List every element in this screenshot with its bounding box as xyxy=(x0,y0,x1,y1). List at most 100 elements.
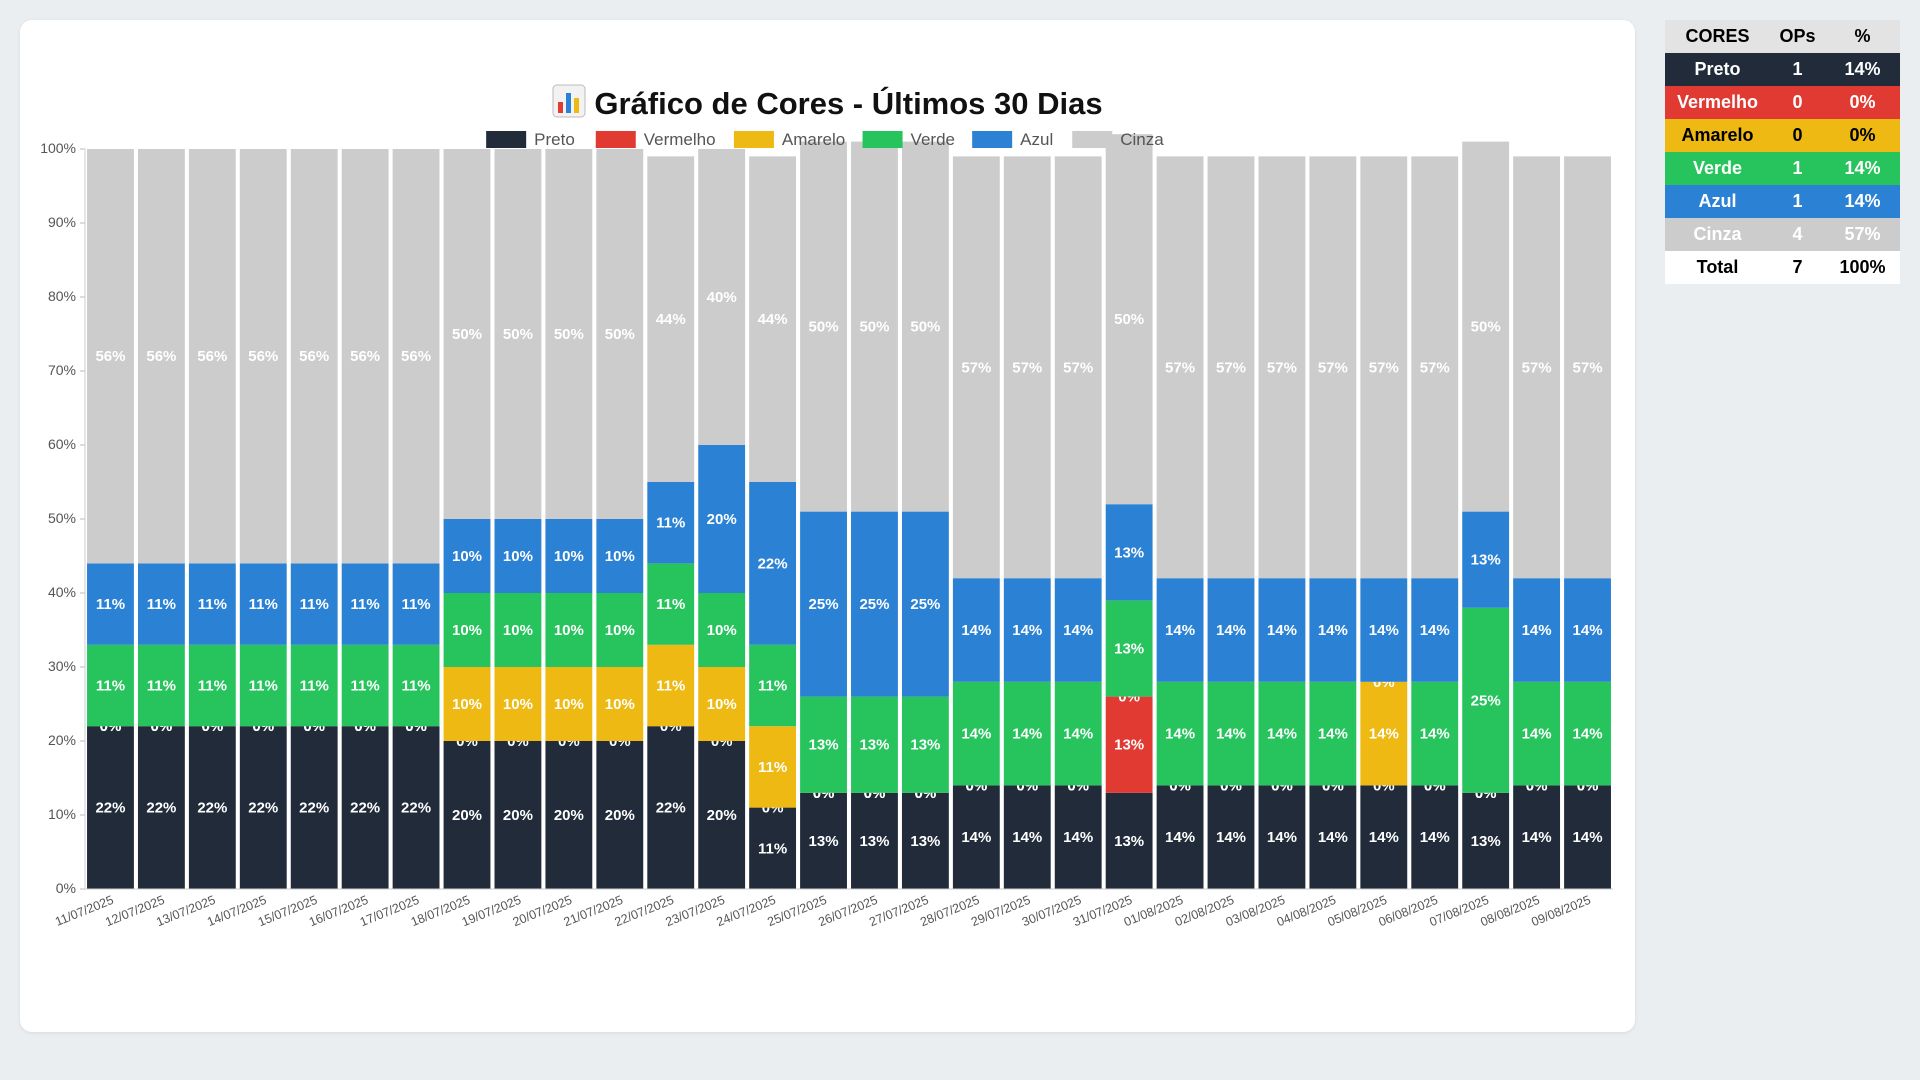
bar-segment-azul xyxy=(1360,578,1408,682)
data-label: 56% xyxy=(299,348,329,365)
data-label: 50% xyxy=(554,326,584,343)
data-label: 57% xyxy=(1012,359,1042,376)
data-label: 14% xyxy=(1165,829,1195,846)
data-label: 22% xyxy=(248,800,278,817)
summary-total-label: Total xyxy=(1665,251,1770,284)
bar-segment-cinza xyxy=(137,149,185,564)
data-label: 57% xyxy=(1165,359,1195,376)
bar-segment-azul xyxy=(1156,578,1204,682)
data-label: 14% xyxy=(1216,622,1246,639)
data-label: 13% xyxy=(809,737,839,754)
summary-color-name: Amarelo xyxy=(1665,119,1770,152)
data-label: 10% xyxy=(452,696,482,713)
bar-segment-preto xyxy=(1003,785,1051,889)
data-label: 44% xyxy=(758,311,788,328)
y-axis-tick-label: 40% xyxy=(48,584,76,600)
bar-segment-azul xyxy=(647,482,695,564)
summary-row: Verde 1 14% xyxy=(1665,152,1900,185)
data-label: 44% xyxy=(656,311,686,328)
data-label: 11% xyxy=(249,596,278,613)
bar-segment-verde xyxy=(1156,681,1204,786)
data-label: 14% xyxy=(1318,726,1348,743)
bar-segment-verde xyxy=(647,563,695,645)
bar-segment-verde xyxy=(1054,681,1102,786)
data-label: 57% xyxy=(1063,359,1093,376)
data-label: 50% xyxy=(910,319,940,336)
data-label: 11% xyxy=(401,678,430,695)
bar-segment-verde xyxy=(239,644,287,727)
data-label: 57% xyxy=(1216,359,1246,376)
data-label: 14% xyxy=(961,726,991,743)
bar-segment-cinza xyxy=(1411,156,1459,579)
data-label: 13% xyxy=(1114,641,1144,658)
bar-segment-preto xyxy=(239,726,287,889)
bar-segment-cinza xyxy=(952,156,1000,579)
summary-ops: 1 xyxy=(1770,152,1825,185)
data-label: 50% xyxy=(1114,311,1144,328)
bar-segment-preto xyxy=(1258,785,1306,889)
bar-segment-preto xyxy=(1054,785,1102,889)
data-label: 11% xyxy=(401,596,430,613)
data-label: 11% xyxy=(758,678,787,695)
bar-segment-verde xyxy=(1462,607,1510,793)
bar-segment-cinza xyxy=(1564,156,1611,579)
bar-segment-azul xyxy=(851,511,898,697)
bar-segment-verde xyxy=(1207,681,1255,786)
bar-segment-amarelo xyxy=(596,667,644,741)
data-label: 20% xyxy=(707,807,737,824)
data-label: 10% xyxy=(554,622,584,639)
bar-segment-cinza xyxy=(1105,134,1153,505)
y-axis-tick-label: 10% xyxy=(48,806,76,822)
bar-segment-cinza xyxy=(851,141,898,512)
bar-segment-cinza xyxy=(239,149,287,564)
bar-segment-verde xyxy=(392,644,440,727)
data-label: 13% xyxy=(910,833,940,850)
bar-segment-amarelo xyxy=(749,726,797,808)
bar-segment-verde xyxy=(1309,681,1357,786)
data-label: 14% xyxy=(1369,829,1399,846)
bar-segment-amarelo xyxy=(494,667,542,741)
y-axis-tick-label: 60% xyxy=(48,436,76,452)
bar-segment-azul xyxy=(698,445,746,593)
data-label: 11% xyxy=(249,678,278,695)
data-label: 22% xyxy=(656,800,686,817)
bar-segment-cinza xyxy=(647,156,695,482)
summary-header-row: CORES OPs % xyxy=(1665,20,1900,53)
y-axis-tick-label: 90% xyxy=(48,214,76,230)
bar-segment-azul xyxy=(1054,578,1102,682)
y-axis-tick-label: 70% xyxy=(48,362,76,378)
bar-segment-cinza xyxy=(290,149,338,564)
data-label: 14% xyxy=(1216,829,1246,846)
data-label: 11% xyxy=(351,596,380,613)
color-summary-table: CORES OPs % Preto 1 14% Vermelho 0 0% Am… xyxy=(1665,20,1900,284)
data-label: 50% xyxy=(1471,319,1501,336)
bar-segment-azul xyxy=(239,563,287,645)
bar-segment-azul xyxy=(952,578,1000,682)
bar-segment-azul xyxy=(901,511,949,697)
data-label: 10% xyxy=(503,548,533,565)
bar-segment-cinza xyxy=(341,149,389,564)
chart-title: Gráfico de Cores - Últimos 30 Dias xyxy=(20,84,1635,126)
data-label: 10% xyxy=(452,622,482,639)
data-label: 14% xyxy=(1012,829,1042,846)
data-label: 14% xyxy=(961,829,991,846)
data-label: 22% xyxy=(350,800,380,817)
data-label: 14% xyxy=(1165,622,1195,639)
data-label: 10% xyxy=(707,696,737,713)
bar-segment-azul xyxy=(137,563,185,645)
data-label: 10% xyxy=(554,548,584,565)
data-label: 10% xyxy=(605,548,635,565)
bar-segment-cinza xyxy=(800,141,847,512)
bar-segment-cinza xyxy=(1309,156,1357,579)
data-label: 25% xyxy=(1471,692,1501,709)
bar-segment-azul xyxy=(749,482,797,645)
bar-segment-preto xyxy=(596,741,644,889)
data-label: 14% xyxy=(1267,622,1297,639)
legend-label: Vermelho xyxy=(644,130,716,149)
bar-segment-cinza xyxy=(1207,156,1255,579)
summary-color-name: Preto xyxy=(1665,53,1770,86)
data-label: 56% xyxy=(146,348,176,365)
data-label: 56% xyxy=(248,348,278,365)
data-label: 20% xyxy=(707,511,737,528)
data-label: 10% xyxy=(503,696,533,713)
